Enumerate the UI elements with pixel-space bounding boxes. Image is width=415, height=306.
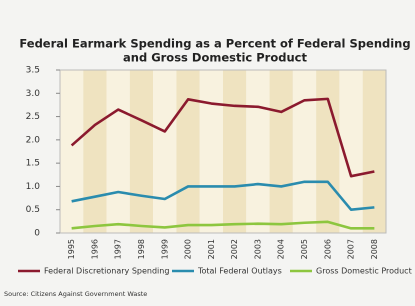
chart-title: Federal Earmark Spending as a Percent of… xyxy=(19,37,410,51)
y-tick-label: 3.5 xyxy=(26,66,40,76)
y-tick-label: 1.5 xyxy=(26,159,40,169)
x-tick-label: 2007 xyxy=(347,239,356,259)
column-band xyxy=(60,70,84,233)
x-tick-label: 2005 xyxy=(300,239,309,259)
y-tick-label: 1.0 xyxy=(26,182,41,192)
x-tick-label: 2003 xyxy=(253,239,262,259)
legend-label: Federal Discretionary Spending xyxy=(44,267,169,276)
x-tick-label: 1996 xyxy=(90,239,99,259)
x-tick-label: 2004 xyxy=(277,239,286,259)
plot-frame xyxy=(59,69,387,234)
x-tick-label: 1999 xyxy=(160,239,169,259)
chart-title: and Gross Domestic Product xyxy=(123,51,307,65)
series-line xyxy=(71,220,375,230)
column-band xyxy=(129,70,154,233)
column-band xyxy=(339,70,363,233)
y-tick-label: 2.5 xyxy=(26,112,40,122)
column-band xyxy=(223,70,247,233)
column-band xyxy=(153,70,177,233)
column-band xyxy=(106,70,130,233)
y-tick-label: 3.0 xyxy=(26,89,41,99)
x-tick-label: 2001 xyxy=(207,239,216,259)
column-band xyxy=(176,70,200,233)
column-band xyxy=(246,70,270,233)
y-tick-label: 0 xyxy=(34,229,40,239)
x-tick-label: 2008 xyxy=(370,239,379,259)
x-tick-label: 1995 xyxy=(67,239,76,259)
column-band xyxy=(362,70,386,233)
legend-label: Total Federal Outlays xyxy=(197,267,282,276)
legend-label: Gross Domestic Product xyxy=(316,267,412,276)
y-tick-label: 0.5 xyxy=(26,205,40,215)
column-band xyxy=(269,70,293,233)
series-line xyxy=(71,180,375,212)
x-tick-label: 2006 xyxy=(323,239,332,259)
x-tick-label: 2002 xyxy=(230,239,239,259)
x-tick-label: 1997 xyxy=(114,239,123,259)
y-tick-label: 2.0 xyxy=(26,135,41,145)
column-band xyxy=(316,70,340,233)
series-line xyxy=(70,97,375,178)
column-band xyxy=(83,70,107,233)
source: Source: Citizens Against Government Wast… xyxy=(4,290,147,298)
column-band xyxy=(292,70,317,233)
column-band xyxy=(199,70,223,233)
x-tick-label: 1998 xyxy=(137,239,146,259)
x-tick-label: 2000 xyxy=(184,239,193,259)
